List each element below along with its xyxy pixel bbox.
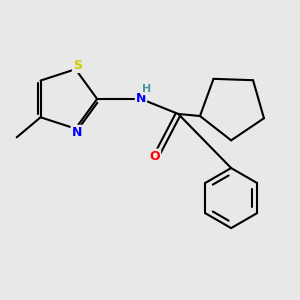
Text: H: H	[142, 84, 151, 94]
Text: N: N	[136, 92, 146, 105]
Text: N: N	[71, 126, 82, 139]
Text: O: O	[149, 149, 160, 163]
Text: S: S	[73, 59, 82, 72]
